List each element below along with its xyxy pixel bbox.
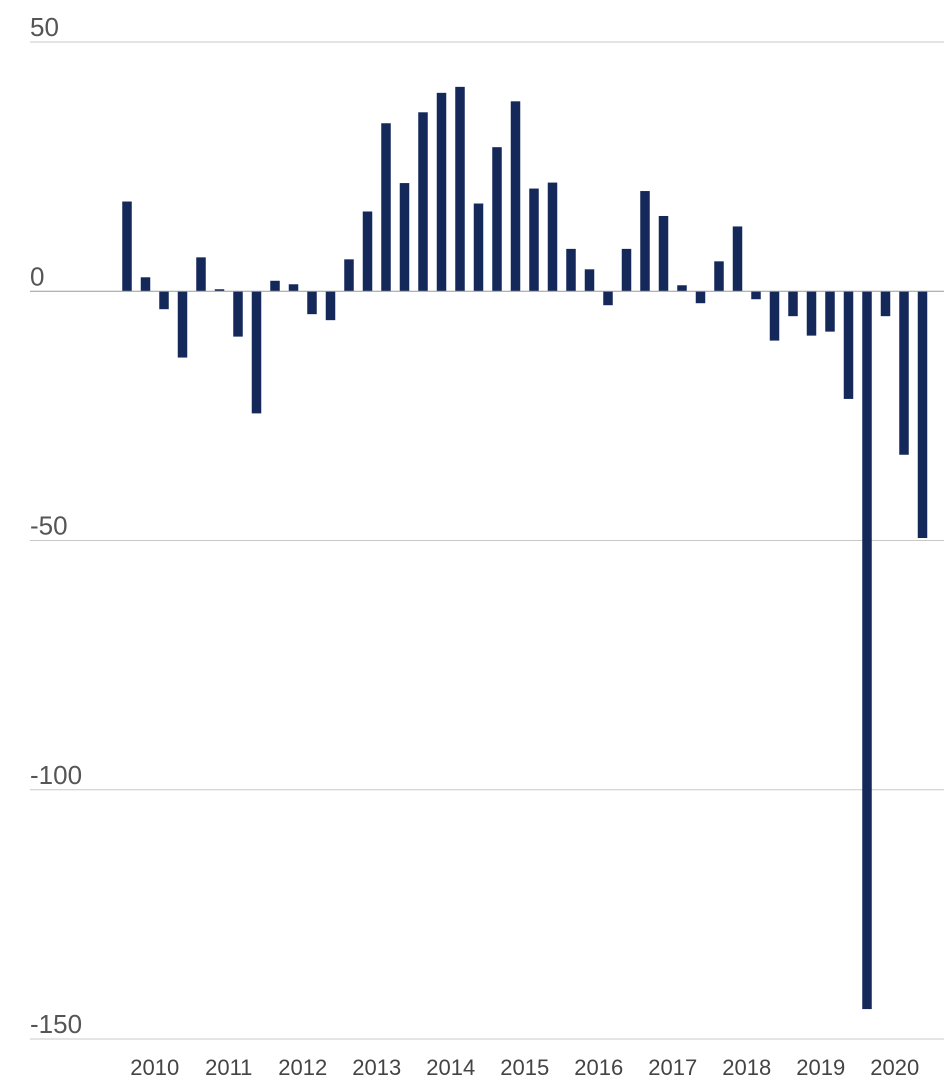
y-tick-label: -50 [30, 511, 68, 541]
bar [214, 289, 225, 292]
x-tick-label: 2019 [796, 1055, 845, 1079]
y-tick-label: -150 [30, 1009, 82, 1039]
x-tick-label: 2011 [205, 1055, 252, 1079]
bar [547, 182, 558, 292]
bar [196, 257, 206, 292]
bar [325, 291, 336, 321]
x-tick-label: 2016 [574, 1055, 623, 1079]
x-tick-label: 2020 [870, 1055, 919, 1079]
bar [362, 211, 373, 292]
y-tick-label: 0 [30, 261, 44, 291]
bar [899, 291, 909, 455]
bar [473, 203, 484, 292]
bar [344, 259, 354, 292]
bar [436, 92, 447, 292]
bar [658, 215, 669, 292]
bar [140, 277, 151, 292]
bar [825, 291, 835, 332]
bar [732, 226, 743, 292]
x-tick-label: 2014 [426, 1055, 475, 1079]
x-tick-label: 2012 [278, 1055, 327, 1079]
bar [159, 291, 169, 310]
bar [381, 123, 391, 292]
bar [492, 147, 502, 292]
bar [510, 101, 521, 292]
bar [862, 291, 872, 1010]
bar [122, 201, 132, 292]
bar [307, 291, 317, 315]
bar [399, 183, 410, 292]
bar [455, 86, 465, 292]
y-tick-label: -100 [30, 760, 82, 790]
bar [270, 280, 280, 292]
bar [177, 291, 188, 358]
bar [418, 112, 428, 292]
bar [621, 248, 632, 292]
x-tick-label: 2017 [648, 1055, 697, 1079]
bar [695, 291, 706, 304]
x-tick-label: 2015 [500, 1055, 549, 1079]
x-tick-label: 2013 [352, 1055, 401, 1079]
bar [566, 248, 576, 292]
bar [880, 291, 891, 317]
bar [714, 261, 724, 292]
bar [251, 291, 262, 414]
gridlines [30, 41, 944, 1040]
bar [788, 291, 798, 317]
bar [806, 291, 817, 336]
bar [233, 291, 243, 337]
bar [843, 291, 854, 399]
bar [917, 291, 928, 539]
bars [122, 86, 928, 1010]
bar [769, 291, 780, 341]
bar [677, 285, 687, 292]
y-tick-label: 50 [30, 12, 59, 42]
bar [640, 191, 650, 292]
y-axis-tick-labels: 50 0 -50 -100 -150 [30, 12, 82, 1039]
bar [288, 284, 299, 292]
bar [584, 269, 595, 292]
bar [751, 291, 761, 300]
x-tick-label: 2018 [722, 1055, 771, 1079]
x-axis-tick-labels: 2010 2011 2012 2013 2014 2015 2016 2017 2018 2019… [130, 1055, 919, 1079]
bar [603, 291, 613, 306]
bar [529, 188, 539, 292]
x-tick-label: 2010 [130, 1055, 179, 1079]
